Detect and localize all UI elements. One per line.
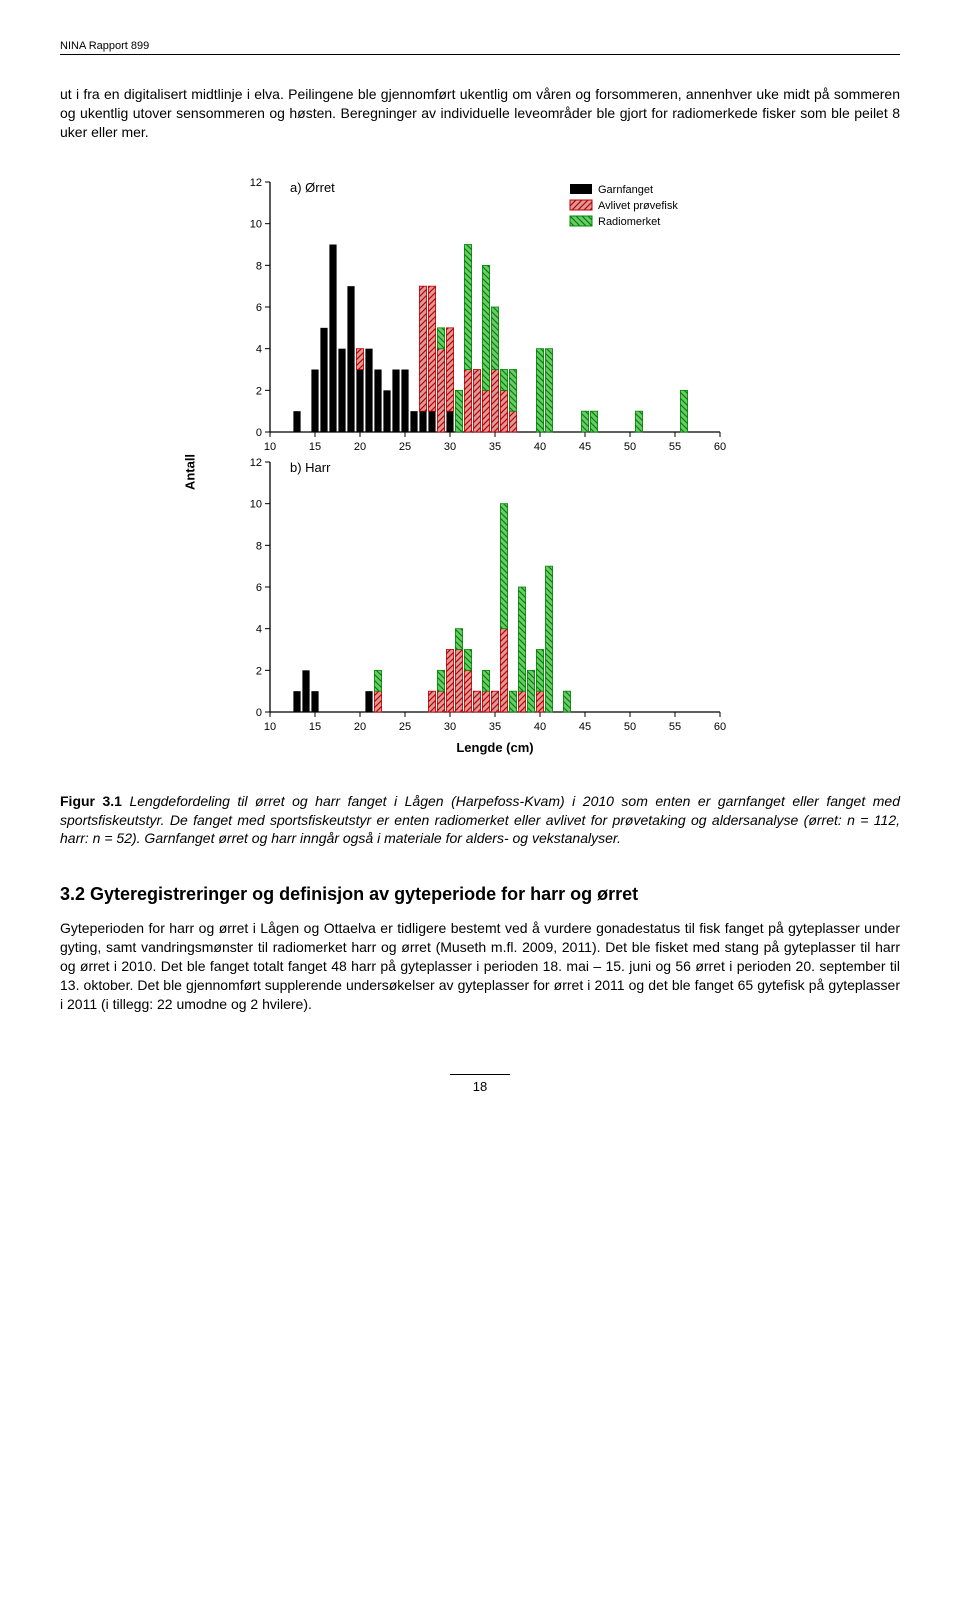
svg-text:45: 45 xyxy=(579,441,591,453)
svg-text:15: 15 xyxy=(309,441,321,453)
caption-label: Figur 3.1 xyxy=(60,793,122,809)
y-axis-label: Antall xyxy=(183,454,198,490)
svg-text:50: 50 xyxy=(624,441,636,453)
caption-text: Lengdefordeling til ørret og harr fanget… xyxy=(60,793,900,847)
svg-text:a) Ørret: a) Ørret xyxy=(290,180,335,195)
svg-text:35: 35 xyxy=(489,441,501,453)
svg-text:40: 40 xyxy=(534,441,546,453)
svg-text:b) Harr: b) Harr xyxy=(290,460,331,475)
page-number: 18 xyxy=(450,1074,510,1094)
svg-text:Radiomerket: Radiomerket xyxy=(598,216,660,228)
svg-text:Garnfanget: Garnfanget xyxy=(598,184,653,196)
section-3-2-body: Gyteperioden for harr og ørret i Lågen o… xyxy=(60,919,900,1013)
svg-text:0: 0 xyxy=(256,707,262,719)
svg-text:0: 0 xyxy=(256,427,262,439)
figure-3-1: Antall 0246810121015202530354045505560a)… xyxy=(220,172,740,772)
svg-text:2: 2 xyxy=(256,385,262,397)
paragraph-intro: ut i fra en digitalisert midtlinje i elv… xyxy=(60,85,900,142)
svg-text:Avlivet prøvefisk: Avlivet prøvefisk xyxy=(598,200,678,212)
svg-text:6: 6 xyxy=(256,582,262,594)
figure-caption: Figur 3.1 Lengdefordeling til ørret og h… xyxy=(60,792,900,849)
svg-text:45: 45 xyxy=(579,721,591,733)
svg-text:20: 20 xyxy=(354,441,366,453)
svg-text:60: 60 xyxy=(714,721,726,733)
svg-text:30: 30 xyxy=(444,721,456,733)
section-3-2-title: 3.2 Gyteregistreringer og definisjon av … xyxy=(60,884,900,905)
svg-text:4: 4 xyxy=(256,343,262,355)
svg-text:55: 55 xyxy=(669,441,681,453)
svg-text:2: 2 xyxy=(256,665,262,677)
svg-text:10: 10 xyxy=(264,721,276,733)
svg-text:30: 30 xyxy=(444,441,456,453)
svg-text:15: 15 xyxy=(309,721,321,733)
svg-text:10: 10 xyxy=(250,218,262,230)
svg-text:10: 10 xyxy=(250,498,262,510)
svg-text:8: 8 xyxy=(256,260,262,272)
svg-text:Lengde (cm): Lengde (cm) xyxy=(456,740,533,755)
svg-text:60: 60 xyxy=(714,441,726,453)
length-distribution-chart: 0246810121015202530354045505560a) ØrretG… xyxy=(220,172,740,767)
svg-text:40: 40 xyxy=(534,721,546,733)
svg-text:4: 4 xyxy=(256,623,262,635)
svg-text:50: 50 xyxy=(624,721,636,733)
svg-text:25: 25 xyxy=(399,721,411,733)
svg-text:8: 8 xyxy=(256,540,262,552)
svg-text:6: 6 xyxy=(256,302,262,314)
svg-text:12: 12 xyxy=(250,457,262,469)
svg-text:12: 12 xyxy=(250,177,262,189)
report-header: NINA Rapport 899 xyxy=(60,40,900,55)
svg-text:20: 20 xyxy=(354,721,366,733)
svg-text:55: 55 xyxy=(669,721,681,733)
svg-text:25: 25 xyxy=(399,441,411,453)
svg-text:35: 35 xyxy=(489,721,501,733)
svg-text:10: 10 xyxy=(264,441,276,453)
